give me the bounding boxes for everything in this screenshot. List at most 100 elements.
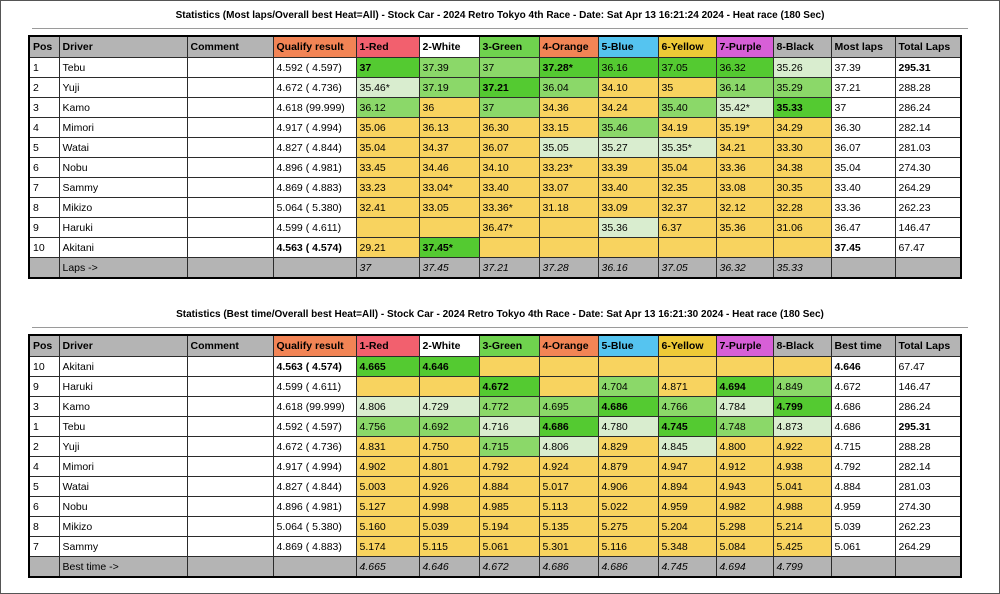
footer-total-cell: [894, 556, 962, 578]
qualify-cell: 4.672 ( 4.736): [272, 436, 357, 457]
footer-pos-cell: [28, 257, 60, 279]
comment-cell: [186, 157, 274, 178]
header-row: Pos Driver Comment Qualify result 1-Red 2-Whi…: [28, 334, 962, 357]
comment-cell: [186, 237, 274, 258]
heat-cell: 35.40: [657, 97, 717, 118]
comment-cell: [186, 376, 274, 397]
footer-qualify-cell: [272, 257, 357, 279]
footer-pos-cell: [28, 556, 60, 578]
heat-cell: 35.19*: [715, 117, 774, 138]
pos-cell: 2: [28, 77, 60, 98]
heat-cell: 4.845: [657, 436, 717, 457]
heat-cell: 35.26: [772, 57, 832, 78]
heat-cell: 31.06: [772, 217, 832, 238]
heat-cell: 4.922: [772, 436, 832, 457]
driver-cell: Mikizo: [58, 197, 188, 218]
total-laps-cell: 286.24: [894, 97, 962, 118]
footer-heat-best-cell: 4.665: [355, 556, 420, 578]
col-header-best-time: Best time: [830, 334, 896, 357]
best-time-cell: 5.061: [830, 536, 896, 557]
heat-cell: 4.947: [657, 456, 717, 477]
comment-cell: [186, 396, 274, 417]
driver-cell: Yuji: [58, 436, 188, 457]
heat-cell: 5.298: [715, 516, 774, 537]
column-best-footer-row: Best time -> 4.665 4.646 4.672 4.686 4.686 4.7…: [28, 556, 962, 578]
footer-total-cell: [894, 257, 962, 279]
total-laps-cell: 281.03: [894, 137, 962, 158]
most-laps-cell: 33.36: [830, 197, 896, 218]
footer-heat-best-cell: 37.05: [657, 257, 717, 279]
comment-cell: [186, 77, 274, 98]
driver-row-haruki: 9 Haruki 4.599 ( 4.611) 4.672 4.704 4.871 4.69…: [28, 376, 962, 397]
driver-cell: Nobu: [58, 496, 188, 517]
total-laps-cell: 288.28: [894, 436, 962, 457]
most-laps-cell: 37.39: [830, 57, 896, 78]
footer-heat-best-cell: 4.686: [538, 556, 599, 578]
heat-cell: 4.831: [355, 436, 420, 457]
comment-cell: [186, 456, 274, 477]
column-best-footer-row: Laps -> 37 37.45 37.21 37.28 36.16 37.05 36.32 3…: [28, 257, 962, 279]
footer-heat-best-cell: 4.646: [418, 556, 480, 578]
heat-cell: 34.21: [715, 137, 774, 158]
heat-cell: 4.959: [657, 496, 717, 517]
total-laps-cell: 295.31: [894, 57, 962, 78]
heat-cell: 5.135: [538, 516, 599, 537]
heat-cell: 33.08: [715, 177, 774, 198]
pos-cell: 1: [28, 57, 60, 78]
heat-cell: 35: [657, 77, 717, 98]
footer-most-laps-cell: [830, 257, 896, 279]
heat-cell: 33.39: [597, 157, 659, 178]
heat-cell: 5.204: [657, 516, 717, 537]
col-header-4-orange: 4-Orange: [538, 35, 599, 58]
col-header-1-red: 1-Red: [355, 35, 420, 58]
col-header-comment: Comment: [186, 35, 274, 58]
heat-cell: 35.05: [538, 137, 599, 158]
heat-cell: 4.686: [538, 416, 599, 437]
best-time-cell: 4.686: [830, 396, 896, 417]
footer-heat-best-cell: 37.28: [538, 257, 599, 279]
col-header-3-green: 3-Green: [478, 334, 540, 357]
best-time-cell: 5.039: [830, 516, 896, 537]
heat-cell: 5.174: [355, 536, 420, 557]
comment-cell: [186, 137, 274, 158]
heat-cell: 36.16: [597, 57, 659, 78]
driver-cell: Kamo: [58, 396, 188, 417]
driver-row-mimori: 4 Mimori 4.917 ( 4.994) 35.06 36.13 36.30 33.1…: [28, 117, 962, 138]
pos-cell: 3: [28, 97, 60, 118]
pos-cell: 5: [28, 137, 60, 158]
heat-cell: 4.806: [538, 436, 599, 457]
most-laps-cell: 35.04: [830, 157, 896, 178]
heat-cell: 35.27: [597, 137, 659, 158]
total-laps-cell: 282.14: [894, 117, 962, 138]
col-header-8-black: 8-Black: [772, 334, 832, 357]
col-header-qualify-result: Qualify result: [272, 334, 357, 357]
heat-cell: 4.912: [715, 456, 774, 477]
heat-cell: 36.32: [715, 57, 774, 78]
heat-cell: [538, 237, 599, 258]
driver-cell: Mimori: [58, 456, 188, 477]
col-header-5-blue: 5-Blue: [597, 35, 659, 58]
heat-cell: 33.04*: [418, 177, 480, 198]
heat-cell: 33.09: [597, 197, 659, 218]
qualify-cell: 4.618 (99.999): [272, 97, 357, 118]
heat-cell: 37.45*: [418, 237, 480, 258]
total-laps-cell: 281.03: [894, 476, 962, 497]
report-page: Statistics (Most laps/Overall best Heat=…: [28, 10, 968, 578]
heat-cell: 4.694: [715, 376, 774, 397]
heat-cell: 4.873: [772, 416, 832, 437]
col-header-7-purple: 7-Purple: [715, 35, 774, 58]
heat-cell: 4.646: [418, 356, 480, 377]
qualify-cell: 4.896 ( 4.981): [272, 157, 357, 178]
total-laps-cell: 264.29: [894, 536, 962, 557]
driver-row-kamo: 3 Kamo 4.618 (99.999) 4.806 4.729 4.772 4.695 4…: [28, 396, 962, 417]
total-laps-cell: 146.47: [894, 217, 962, 238]
pos-cell: 9: [28, 376, 60, 397]
driver-row-watai: 5 Watai 4.827 ( 4.844) 35.04 34.37 36.07 35.05…: [28, 137, 962, 158]
best-time-cell: 4.792: [830, 456, 896, 477]
qualify-cell: 4.827 ( 4.844): [272, 476, 357, 497]
qualify-cell: 4.599 ( 4.611): [272, 217, 357, 238]
footer-heat-best-cell: 37.21: [478, 257, 540, 279]
footer-heat-best-cell: 36.16: [597, 257, 659, 279]
footer-qualify-cell: [272, 556, 357, 578]
heat-cell: 35.35*: [657, 137, 717, 158]
